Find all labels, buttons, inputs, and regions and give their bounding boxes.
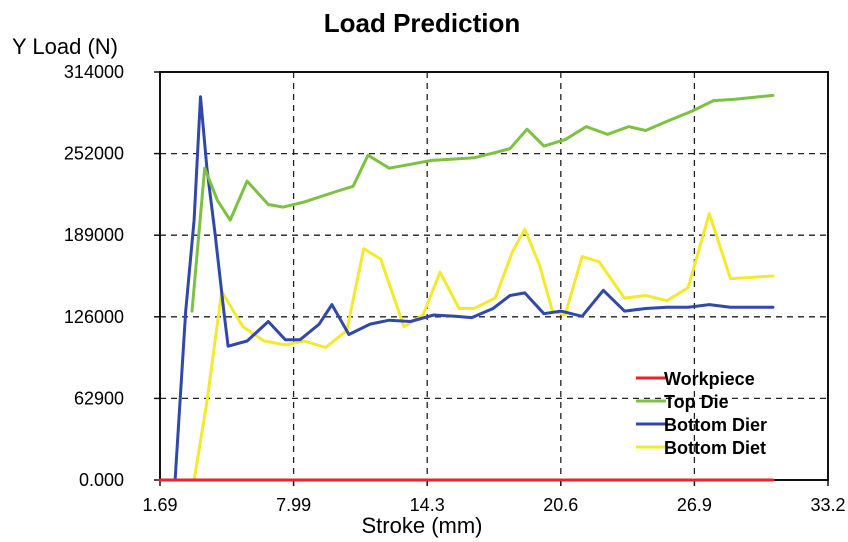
x-tick-label: 20.6	[543, 495, 578, 515]
x-tick-label: 26.9	[677, 495, 712, 515]
y-axis-label: Y Load (N)	[12, 34, 118, 59]
legend-label: Workpiece	[664, 369, 755, 389]
legend-label: Bottom Dier	[664, 415, 767, 435]
chart-title: Load Prediction	[324, 8, 520, 38]
series-line-bottom-dier	[173, 95, 775, 482]
y-tick-label: 62900	[74, 388, 124, 408]
x-tick-label: 7.99	[276, 495, 311, 515]
y-tick-label: 189000	[64, 225, 124, 245]
series-line-top-die	[190, 93, 775, 313]
legend-label: Top Die	[664, 392, 729, 412]
x-tick-label: 1.69	[142, 495, 177, 515]
tick-labels: 1.69 7.99 14.3 20.6 26.9 33.2 0.000 62900 126000…	[64, 62, 846, 515]
x-tick-label: 33.2	[810, 495, 845, 515]
series-line-bottom-diet	[192, 212, 775, 482]
y-tick-label: 252000	[64, 144, 124, 164]
x-axis-label: Stroke (mm)	[362, 513, 483, 538]
x-tick-label: 14.3	[410, 495, 445, 515]
legend-label: Bottom Diet	[664, 438, 766, 458]
y-tick-label: 0.000	[79, 470, 124, 490]
y-tick-label: 314000	[64, 62, 124, 82]
y-tick-label: 126000	[64, 307, 124, 327]
series-group	[158, 93, 775, 482]
legend: Workpiece Top Die Bottom Dier Bottom Diet	[636, 369, 767, 458]
